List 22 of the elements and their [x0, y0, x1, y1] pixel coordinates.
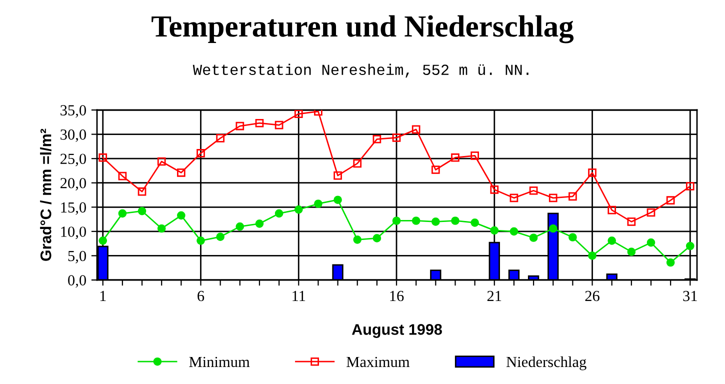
x-tick-label: 16 — [390, 290, 404, 302]
x-tick-label: 31 — [683, 290, 697, 302]
x-axis-title: August 1998 — [352, 324, 442, 338]
x-tick-label: 11 — [292, 290, 306, 302]
y-tick-label: 25,0 — [60, 154, 86, 166]
x-tick-label: 1 — [100, 290, 106, 302]
chart-title: Temperaturen und Niederschlag — [152, 15, 574, 44]
y-tick-label: 30,0 — [60, 129, 86, 142]
chart-subtitle: Wetterstation Neresheim, 552 m ü. NN. — [192, 64, 528, 78]
x-tick-label: 21 — [487, 290, 502, 302]
y-tick-label: 35,0 — [60, 105, 86, 118]
legend-label: Niederschlag — [506, 356, 586, 370]
legend-label: Minimum — [189, 356, 250, 368]
y-tick-label: 15,0 — [61, 202, 86, 215]
y-tick-label: 10,0 — [61, 226, 86, 240]
x-tick-label: 26 — [585, 290, 600, 302]
legend-label: Maximum — [346, 356, 410, 368]
y-axis-title: Grad°C / mm =l/m² — [40, 128, 52, 261]
y-tick-label: 20,0 — [60, 178, 86, 191]
y-tick-label: 0,0 — [68, 275, 86, 288]
y-tick-label: 5,0 — [68, 250, 86, 264]
x-tick-label: 6 — [198, 290, 204, 302]
